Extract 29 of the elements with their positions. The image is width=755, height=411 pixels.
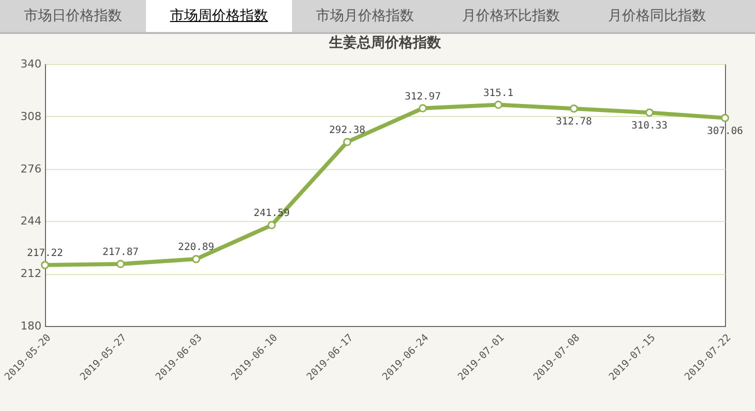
- point: [418, 104, 427, 112]
- point: [192, 254, 200, 264]
- y-tick-label: 276: [20, 162, 42, 176]
- y-tick-label: 308: [20, 110, 42, 123]
- point: [494, 100, 502, 109]
- point: [645, 108, 654, 117]
- data-label: 312.97: [404, 91, 441, 102]
- text: 市场月价格指数: [315, 7, 415, 26]
- data-label: 292.38: [329, 124, 366, 136]
- data-label: 220.89: [178, 242, 214, 254]
- data-label: 310.33: [631, 120, 668, 132]
- data-label: 217.87: [102, 246, 139, 258]
- text: 市场日价格指数: [23, 7, 123, 26]
- y-tick-label: 244: [20, 214, 42, 228]
- y-tick-label: 212: [20, 267, 42, 280]
- point: [343, 138, 352, 146]
- text: 市场周价格指数: [146, 0, 292, 32]
- text: 月价格同比指数: [607, 7, 707, 26]
- point: [40, 260, 50, 270]
- data-label: 315.1: [483, 88, 514, 99]
- y-tick-label: 340: [20, 58, 42, 70]
- data-label: 312.78: [556, 116, 592, 128]
- text: 月价格环比指数: [461, 7, 561, 26]
- y-tick-label: 180: [20, 320, 42, 332]
- point: [268, 221, 276, 230]
- point: [570, 104, 578, 113]
- point: [720, 114, 730, 122]
- chart-title: 生姜总周价格指数: [328, 34, 442, 51]
- point: [116, 260, 125, 268]
